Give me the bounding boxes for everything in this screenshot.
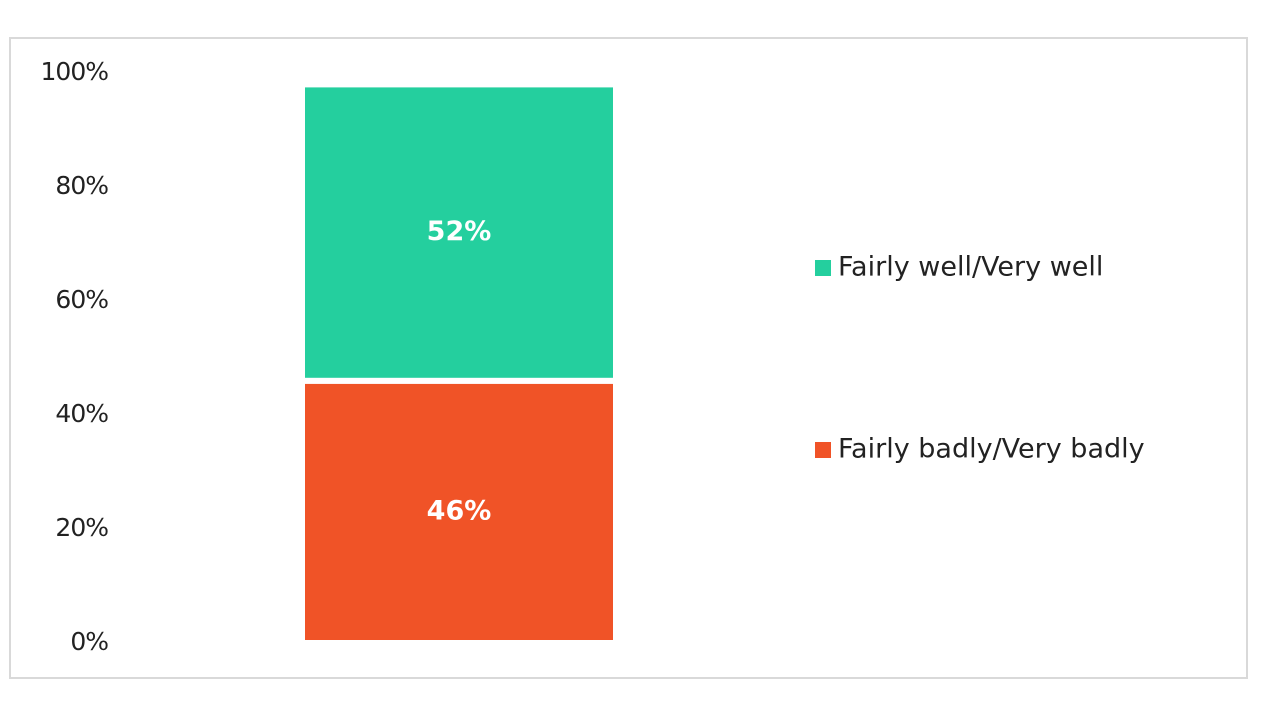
y-tick-label: 20%	[55, 513, 108, 542]
bar-segment	[299, 377, 619, 646]
bar-segment	[299, 81, 619, 384]
chart-frame	[9, 37, 1248, 679]
y-tick-label: 60%	[55, 285, 108, 314]
data-label: 46%	[427, 495, 492, 526]
y-tick-label: 40%	[55, 399, 108, 428]
legend-swatch	[815, 442, 831, 458]
legend-swatch	[815, 260, 831, 276]
data-label: 52%	[427, 216, 492, 247]
y-tick-label: 80%	[55, 171, 108, 200]
y-tick-label: 100%	[41, 57, 109, 86]
legend-label: Fairly badly/Very badly	[838, 434, 1145, 465]
y-tick-label: 0%	[70, 627, 108, 656]
legend-label: Fairly well/Very well	[838, 252, 1103, 283]
